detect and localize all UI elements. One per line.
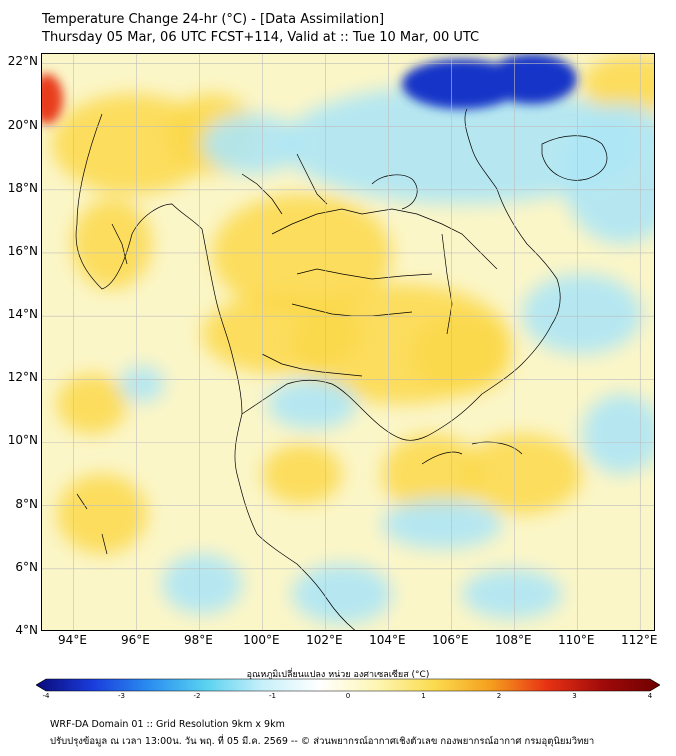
lat-tick-label: 22°N <box>7 54 38 69</box>
colorbar-tick-label: -3 <box>118 692 125 700</box>
lon-tick-label: 104°E <box>369 633 406 647</box>
temperature-field <box>52 54 654 624</box>
lat-tick-label: 12°N <box>7 370 38 385</box>
lon-tick-label: 106°E <box>432 633 469 647</box>
lat-lon-grid <box>42 54 654 630</box>
colorbar <box>36 678 660 692</box>
colorbar-tick-label: 0 <box>345 692 351 700</box>
lon-tick-label: 110°E <box>558 633 595 647</box>
colorbar-tick-label: -2 <box>193 692 201 700</box>
lon-tick-label: 108°E <box>495 633 532 647</box>
colorbar-tick-label: 2 <box>496 692 502 700</box>
lat-tick-label: 18°N <box>7 180 38 195</box>
colorbar-tick-label: 1 <box>421 692 426 700</box>
map-frame <box>41 53 655 631</box>
lon-tick-label: 96°E <box>121 633 150 647</box>
map-subtitle: Thursday 05 Mar, 06 UTC FCST+114, Valid … <box>42 30 480 45</box>
lat-tick-label: 20°N <box>7 117 38 132</box>
lat-tick-label: 16°N <box>7 243 38 258</box>
lon-tick-label: 102°E <box>306 633 343 647</box>
temperature-field-map <box>42 54 654 630</box>
lon-tick-label: 94°E <box>58 633 87 647</box>
colorbar-title: อุณหภูมิเปลี่ยนแปลง หน่วย องศาเซลเซียส (… <box>246 670 430 680</box>
colorbar-tick-label: 3 <box>572 692 577 700</box>
colorbar-tick-label: 4 <box>647 692 653 700</box>
credit-line: ปรับปรุงข้อมูล ณ เวลา 13:00น. วัน พฤ. ที… <box>50 736 595 747</box>
lon-tick-label: 100°E <box>243 633 280 647</box>
lon-tick-label: 112°E <box>621 633 658 647</box>
model-info: WRF-DA Domain 01 :: Grid Resolution 9km … <box>50 719 285 730</box>
coastline-outlines <box>75 108 608 630</box>
lat-tick-label: 8°N <box>15 496 38 511</box>
lat-tick-label: 4°N <box>15 623 38 637</box>
colorbar-tick-label: -4 <box>42 692 50 700</box>
map-title: Temperature Change 24-hr (°C) - [Data As… <box>42 12 385 27</box>
lat-tick-label: 6°N <box>15 559 38 574</box>
lat-tick-label: 10°N <box>7 433 38 448</box>
colorbar-tick-label: -1 <box>269 692 276 700</box>
lon-tick-label: 98°E <box>183 633 213 647</box>
lat-tick-label: 14°N <box>7 307 38 322</box>
